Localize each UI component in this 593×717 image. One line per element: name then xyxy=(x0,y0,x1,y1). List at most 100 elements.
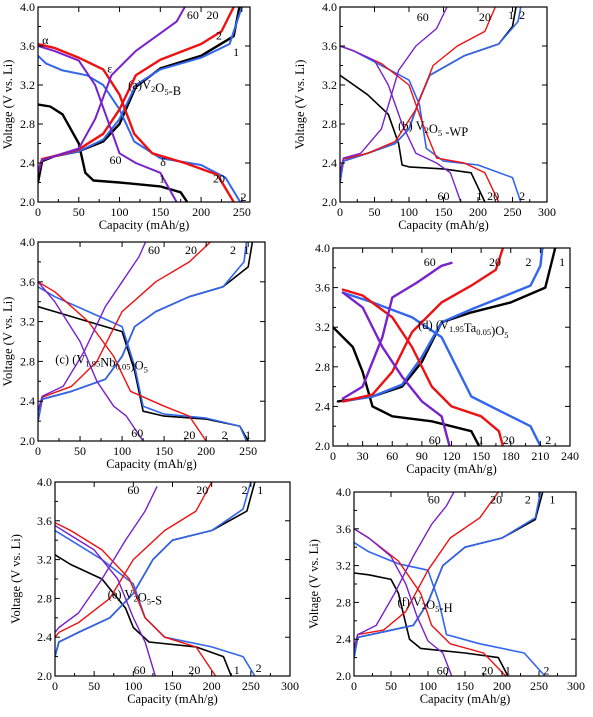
y-tick-label: 3.2 xyxy=(315,320,330,334)
series-group xyxy=(340,7,522,202)
x-axis-label: Capacity (mAh/g) xyxy=(106,457,197,471)
series-60-charge-line xyxy=(340,7,448,174)
y-tick-label: 2.8 xyxy=(322,117,337,131)
panel-label-text: Nb xyxy=(100,355,115,369)
chart-panel-2: 0 50 100 150 200 250 300 2.0 2.4 2.8 3.2 3.6 4.0 Capa… xyxy=(293,0,556,232)
y-tick-label: 2.0 xyxy=(20,195,35,209)
x-tick-label: 200 xyxy=(469,205,487,219)
cycle-label-20: 20 xyxy=(196,483,208,497)
x-tick-label: 300 xyxy=(281,679,299,693)
x-tick-label: 50 xyxy=(88,679,100,693)
x-tick-label: 0 xyxy=(330,449,336,463)
plot-frame xyxy=(54,481,291,677)
panel-label-text: -H xyxy=(439,601,452,615)
x-tick-label: 150 xyxy=(456,679,474,693)
series-20-discharge-line xyxy=(341,288,505,446)
x-axis-label: Capacity (mAh/g) xyxy=(127,692,218,706)
cycle-label-2: 2 xyxy=(242,483,248,497)
y-tick-label: 3.2 xyxy=(20,78,35,92)
series-1-discharge-line xyxy=(55,554,233,676)
x-tick-label: 100 xyxy=(124,679,142,693)
cycle-label-2: 2 xyxy=(519,189,525,203)
cycle-label-20: 20 xyxy=(206,8,218,22)
x-tick-label: 250 xyxy=(530,679,548,693)
series-1-charge-line xyxy=(55,482,256,658)
x-tick-label: 30 xyxy=(357,449,369,463)
panel-label: (f) V2O5-H xyxy=(397,595,452,615)
x-tick-label: 300 xyxy=(538,205,556,219)
panel-label-subscript: 5 xyxy=(144,364,148,374)
cycle-label-60: 60 xyxy=(424,255,436,269)
x-tick-label: 200 xyxy=(203,679,221,693)
series-60-charge-line xyxy=(38,7,186,174)
panel-label-subscript: 1.95 xyxy=(449,324,464,334)
phase-label: ε xyxy=(107,61,112,75)
y-tick-label: 3.6 xyxy=(336,522,351,536)
chart-panel-4: 0 30 60 90 120 150 180 210 2402.02.42.83.23.64.0… xyxy=(315,241,579,476)
x-tick-label: 200 xyxy=(493,679,511,693)
series-60-discharge-line xyxy=(38,45,178,202)
cycle-label-60: 60 xyxy=(187,8,199,22)
panel-label-subscript: 2 xyxy=(422,601,426,611)
y-axis-label: Voltage (V vs. Li) xyxy=(307,539,321,629)
panel-label-text: (d) (V xyxy=(418,318,449,332)
panel-label-text: -WP xyxy=(442,125,468,139)
series-2-charge-line xyxy=(55,482,252,658)
panel-label-subscript: 5 xyxy=(435,604,439,614)
series-group xyxy=(55,482,256,676)
cycle-label-2: 2 xyxy=(519,8,525,22)
y-tick-label: 3.2 xyxy=(20,315,35,329)
x-tick-label: 210 xyxy=(531,449,549,463)
cycle-label-1: 1 xyxy=(476,189,482,203)
x-tick-label: 300 xyxy=(567,679,585,693)
cycle-label-60: 60 xyxy=(428,492,440,506)
cycle-label-1: 1 xyxy=(549,492,555,506)
y-axis-label: Voltage (V vs. Li) xyxy=(1,60,15,150)
series-20-discharge-line xyxy=(55,522,217,676)
series-60-charge-line xyxy=(38,242,147,412)
y-axis-label: Voltage (V vs. Li) xyxy=(9,534,23,624)
series-1-charge-line xyxy=(38,242,254,422)
series-20-charge-line xyxy=(354,492,499,650)
panel-label-text: O xyxy=(426,598,435,612)
cycle-label-60: 60 xyxy=(148,243,160,257)
cycle-label-60: 60 xyxy=(438,189,450,203)
panel-label-text: )O xyxy=(491,324,504,338)
series-60-discharge-line xyxy=(38,281,144,441)
series-2-charge-line xyxy=(354,492,542,659)
y-tick-label: 2.8 xyxy=(20,117,35,131)
cycle-label-1: 1 xyxy=(159,172,165,186)
series-60-discharge-line xyxy=(354,528,453,676)
series-60-charge-line xyxy=(341,261,453,400)
y-tick-label: 2.0 xyxy=(20,434,35,448)
panel-label-text: )O xyxy=(130,358,143,372)
x-axis-label: Capacity (mAh/g) xyxy=(406,462,497,476)
panel-label: (d) (V1.95Ta0.05)O5 xyxy=(418,318,508,340)
cycle-label-60: 60 xyxy=(437,663,449,677)
y-tick-label: 2.0 xyxy=(336,669,351,683)
panel-label: (b) V2O5 -WP xyxy=(398,119,468,139)
y-tick-label: 3.2 xyxy=(37,553,52,567)
panel-label-text: (e) V xyxy=(108,587,134,601)
panel-label-text: (c) (V xyxy=(55,352,85,366)
cycle-label-2: 2 xyxy=(545,433,551,447)
panel-label-text: -S xyxy=(151,593,162,607)
cycle-label-20: 20 xyxy=(183,428,195,442)
phase-label: δ xyxy=(160,155,166,169)
cycle-label-1: 1 xyxy=(245,428,251,442)
panel-label: (a)V2O5-B xyxy=(128,78,181,98)
series-60-discharge-line xyxy=(340,45,462,202)
series-20-charge-line xyxy=(38,242,212,412)
x-tick-label: 150 xyxy=(164,679,182,693)
cycle-label-60: 60 xyxy=(131,426,143,440)
series-2-discharge-line xyxy=(341,291,542,446)
y-tick-label: 2.4 xyxy=(336,632,351,646)
cycle-label-20: 20 xyxy=(185,243,197,257)
cycle-label-20: 20 xyxy=(481,663,493,677)
phase-label: α xyxy=(42,33,49,47)
cycle-label-60: 60 xyxy=(127,483,139,497)
series-20-charge-line xyxy=(55,482,213,638)
plot-frame xyxy=(37,241,266,442)
cycle-label-20: 20 xyxy=(213,172,225,186)
